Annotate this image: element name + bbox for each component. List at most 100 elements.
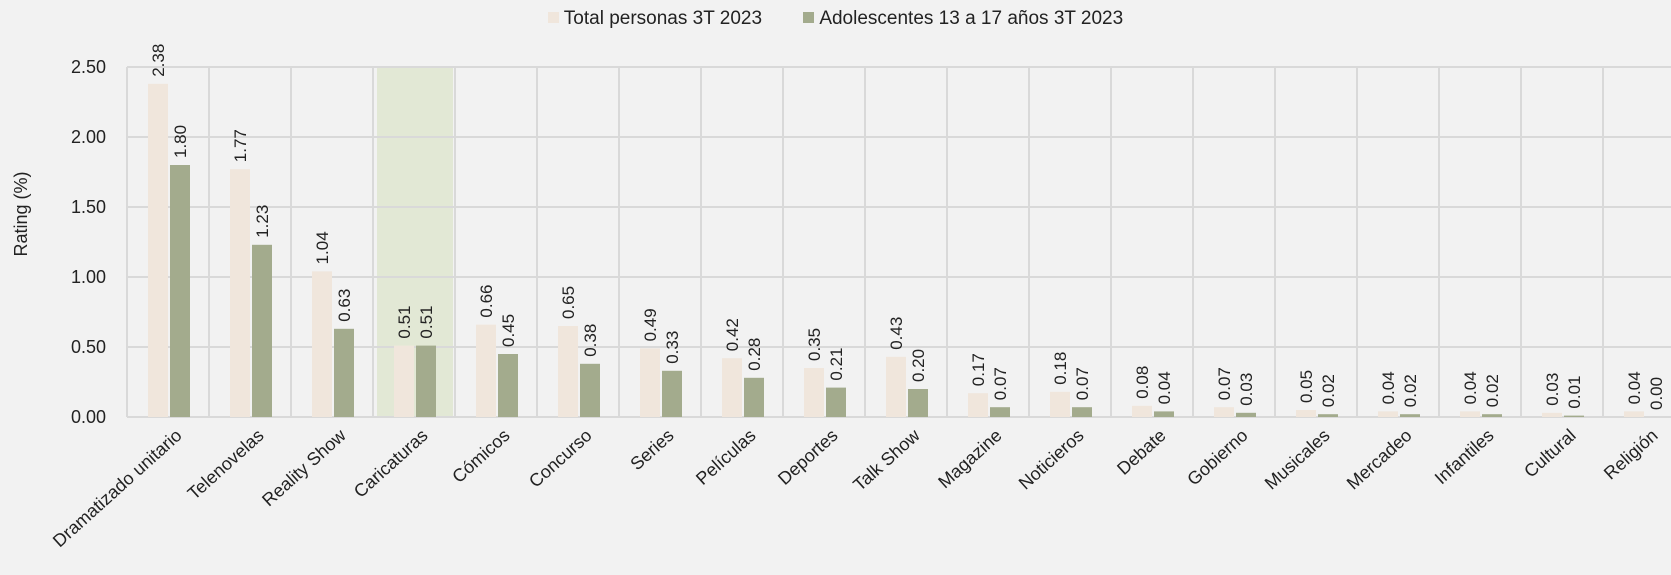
data-label-adolescentes: 0.07 bbox=[991, 367, 1010, 400]
data-label-adolescentes: 0.02 bbox=[1319, 374, 1338, 407]
legend-item-adolescentes: Adolescentes 13 a 17 años 3T 2023 bbox=[803, 8, 1123, 30]
bar-adolescentes bbox=[1318, 414, 1338, 417]
x-tick-label: Dramatizado unitario bbox=[49, 425, 186, 551]
legend-item-total: Total personas 3T 2023 bbox=[547, 8, 763, 30]
data-label-adolescentes: 1.23 bbox=[253, 205, 272, 238]
y-tick-label: 1.50 bbox=[71, 197, 106, 217]
data-label-total: 0.07 bbox=[1215, 367, 1234, 400]
bar-adolescentes bbox=[580, 363, 600, 417]
bar-adolescentes bbox=[170, 165, 190, 417]
x-tick-label: Infantiles bbox=[1431, 425, 1498, 488]
bar-total bbox=[1214, 407, 1234, 417]
data-label-total: 0.65 bbox=[559, 286, 578, 319]
data-label-adolescentes: 0.63 bbox=[335, 289, 354, 322]
bar-adolescentes bbox=[252, 244, 272, 417]
bar-adolescentes bbox=[990, 407, 1010, 417]
bar-total bbox=[640, 348, 660, 417]
x-tick-label: Caricaturas bbox=[350, 425, 432, 501]
bar-adolescentes bbox=[1400, 414, 1420, 417]
bar-total bbox=[148, 83, 168, 418]
highlight-band bbox=[377, 67, 453, 417]
data-label-adolescentes: 0.33 bbox=[663, 331, 682, 364]
data-label-adolescentes: 0.03 bbox=[1237, 373, 1256, 406]
bar-total bbox=[1296, 410, 1316, 417]
x-tick-label: Reality Show bbox=[258, 424, 350, 510]
y-tick-label: 2.50 bbox=[71, 57, 106, 77]
legend: Total personas 3T 2023 Adolescentes 13 a… bbox=[0, 8, 1671, 30]
bar-total bbox=[1132, 405, 1152, 417]
bar-total bbox=[968, 393, 988, 417]
data-label-total: 0.49 bbox=[641, 308, 660, 341]
y-tick-label: 0.00 bbox=[71, 407, 106, 427]
data-label-adolescentes: 0.28 bbox=[745, 338, 764, 371]
bar-adolescentes bbox=[498, 354, 518, 417]
x-tick-label: Series bbox=[626, 425, 677, 474]
data-label-total: 0.51 bbox=[395, 306, 414, 339]
bar-total bbox=[558, 326, 578, 417]
bar-total bbox=[1378, 411, 1398, 417]
legend-label-adolescentes: Adolescentes 13 a 17 años 3T 2023 bbox=[819, 8, 1124, 29]
data-label-adolescentes: 0.02 bbox=[1401, 374, 1420, 407]
bar-adolescentes bbox=[334, 328, 354, 417]
data-label-adolescentes: 0.45 bbox=[499, 314, 518, 347]
bar-total bbox=[1542, 412, 1562, 417]
bar-total bbox=[722, 358, 742, 417]
data-label-adolescentes: 0.20 bbox=[909, 349, 928, 382]
data-label-adolescentes: 0.51 bbox=[417, 306, 436, 339]
data-label-total: 0.35 bbox=[805, 328, 824, 361]
data-label-adolescentes: 0.04 bbox=[1155, 371, 1174, 404]
data-label-total: 0.42 bbox=[723, 318, 742, 351]
data-label-adolescentes: 1.80 bbox=[171, 125, 190, 158]
x-tick-label: Telenovelas bbox=[184, 425, 268, 503]
bar-adolescentes bbox=[744, 377, 764, 417]
data-label-total: 0.03 bbox=[1543, 373, 1562, 406]
bar-total bbox=[476, 324, 496, 417]
bar-adolescentes bbox=[826, 387, 846, 417]
x-tick-label: Noticieros bbox=[1015, 425, 1088, 493]
data-label-total: 1.04 bbox=[313, 231, 332, 264]
data-label-total: 0.05 bbox=[1297, 370, 1316, 403]
bar-adolescentes bbox=[1564, 415, 1584, 417]
data-label-adolescentes: 0.02 bbox=[1483, 374, 1502, 407]
x-tick-label: Mercadeo bbox=[1343, 425, 1416, 493]
data-label-adolescentes: 0.07 bbox=[1073, 367, 1092, 400]
x-tick-label: Deportes bbox=[774, 425, 842, 489]
bar-adolescentes bbox=[1482, 414, 1502, 417]
x-tick-label: Musicales bbox=[1261, 425, 1334, 493]
data-label-total: 0.18 bbox=[1051, 352, 1070, 385]
data-label-adolescentes: 0.01 bbox=[1565, 376, 1584, 409]
data-label-total: 0.04 bbox=[1461, 371, 1480, 404]
legend-swatch-total bbox=[547, 12, 559, 23]
bar-total bbox=[1624, 411, 1644, 417]
legend-label-total: Total personas 3T 2023 bbox=[563, 8, 763, 29]
bar-adolescentes bbox=[1154, 411, 1174, 417]
data-label-total: 0.08 bbox=[1133, 366, 1152, 399]
x-tick-label: Cómicos bbox=[448, 425, 513, 487]
bar-total bbox=[886, 356, 906, 417]
x-tick-label: Concurso bbox=[525, 425, 596, 491]
legend-swatch-adolescentes bbox=[803, 12, 815, 23]
x-tick-label: Debate bbox=[1113, 425, 1170, 479]
x-tick-label: Magazine bbox=[934, 425, 1005, 492]
bar-total bbox=[1460, 411, 1480, 417]
bar-total bbox=[312, 271, 332, 417]
bar-adolescentes bbox=[416, 345, 436, 417]
x-tick-label: Películas bbox=[692, 425, 760, 489]
bar-adolescentes bbox=[662, 370, 682, 417]
bar-adolescentes bbox=[1072, 407, 1092, 417]
data-label-adolescentes: 0.21 bbox=[827, 348, 846, 381]
y-tick-label: 0.50 bbox=[71, 337, 106, 357]
x-tick-label: Gobierno bbox=[1183, 425, 1251, 489]
data-label-total: 0.43 bbox=[887, 317, 906, 350]
data-label-total: 0.66 bbox=[477, 285, 496, 318]
x-tick-label: Talk Show bbox=[849, 424, 924, 494]
bar-total bbox=[394, 345, 414, 417]
data-label-total: 0.04 bbox=[1379, 371, 1398, 404]
data-label-total: 0.17 bbox=[969, 353, 988, 386]
data-label-total: 2.38 bbox=[149, 44, 168, 77]
y-axis-title: Rating (%) bbox=[11, 171, 31, 256]
y-tick-label: 2.00 bbox=[71, 127, 106, 147]
bar-adolescentes bbox=[1236, 412, 1256, 417]
